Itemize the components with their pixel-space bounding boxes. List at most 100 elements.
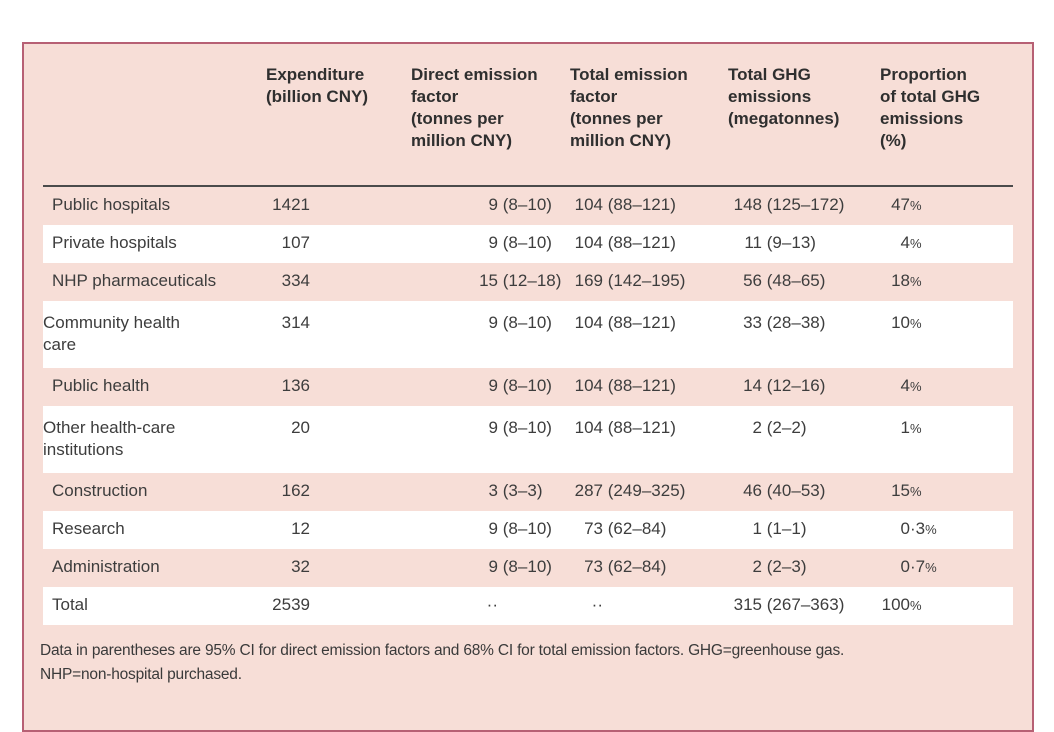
cell-value: 315 — [733, 595, 762, 614]
header-row: Expenditure (billion CNY) Direct emission… — [43, 44, 1013, 187]
cell-value: 104 — [574, 376, 603, 395]
table-row: Administration 32 9 (8–10) 73 (62–84) 2 (2–3… — [43, 549, 1013, 587]
cell-value: ·· — [486, 595, 498, 614]
percent-sign: % — [910, 236, 922, 251]
table-cell-ghg: 315 (267–363) — [728, 587, 880, 625]
cell-value: 162 — [281, 481, 310, 500]
table-cell-ghg: 2 (2–2) — [728, 406, 880, 473]
column-header-label — [43, 44, 266, 187]
cell-value: 20 — [291, 418, 310, 437]
table-cell-direct_ef: 9 (8–10) — [411, 186, 570, 225]
table-cell-ghg: 11 (9–13) — [728, 225, 880, 263]
cell-value: 73 — [584, 519, 603, 538]
table-cell-total_ef: 287 (249–325) — [570, 473, 728, 511]
cell-value: 148 — [733, 195, 762, 214]
column-header-expenditure: Expenditure (billion CNY) — [266, 44, 411, 187]
table-cell-expenditure: 136 — [266, 368, 411, 406]
table-cell-proportion: 0·3% — [880, 511, 1013, 549]
table-cell-expenditure: 12 — [266, 511, 411, 549]
table-cell-proportion: 1% — [880, 406, 1013, 473]
cell-value: 9 — [488, 418, 498, 437]
table-cell-ghg: 33 (28–38) — [728, 301, 880, 368]
cell-value: 1 — [900, 418, 910, 437]
percent-sign: % — [910, 421, 922, 436]
table-header: Expenditure (billion CNY) Direct emission… — [43, 44, 1013, 187]
table-row: Total 2539 ·· ·· 315 (267–363) 100% — [43, 587, 1013, 625]
cell-value: 11 — [744, 233, 762, 252]
table-cell-total_ef: ·· — [570, 587, 728, 625]
cell-value: 56 — [743, 271, 762, 290]
table-cell-ghg: 148 (125–172) — [728, 186, 880, 225]
row-label: Other health-care institutions — [43, 418, 176, 459]
cell-value: 15 — [479, 271, 498, 290]
cell-value: 9 — [488, 313, 498, 332]
table-cell-expenditure: 32 — [266, 549, 411, 587]
cell-value: 33 — [743, 313, 762, 332]
cell-value: 314 — [281, 313, 310, 332]
table-cell-expenditure: 1421 — [266, 186, 411, 225]
table-cell-direct_ef: ·· — [411, 587, 570, 625]
table-row: NHP pharmaceuticals 334 15 (12–18) 169 (142… — [43, 263, 1013, 301]
row-label: NHP pharmaceuticals — [52, 271, 217, 290]
cell-value: 0 — [900, 557, 910, 576]
table-row: Private hospitals 107 9 (8–10) 104 (88–121)… — [43, 225, 1013, 263]
table-cell-total_ef: 104 (88–121) — [570, 406, 728, 473]
table-cell-expenditure: 20 — [266, 406, 411, 473]
cell-value: 169 — [574, 271, 603, 290]
table-cell-proportion: 10% — [880, 301, 1013, 368]
cell-value: 73 — [584, 557, 603, 576]
table-cell-direct_ef: 9 (8–10) — [411, 368, 570, 406]
table-cell-direct_ef: 9 (8–10) — [411, 225, 570, 263]
percent-sign: % — [910, 598, 922, 613]
cell-value: 2539 — [272, 595, 310, 614]
cell-value: 32 — [291, 557, 310, 576]
table-cell-total_ef: 104 (88–121) — [570, 368, 728, 406]
table-cell-ghg: 2 (2–3) — [728, 549, 880, 587]
table-cell-direct_ef: 9 (8–10) — [411, 406, 570, 473]
cell-value: 1 — [752, 519, 762, 538]
cell-value: 9 — [488, 557, 498, 576]
row-label: Public health — [52, 376, 150, 395]
column-header-ghg: Total GHG emissions (megatonnes) — [728, 44, 880, 187]
table-cell-proportion: 4% — [880, 368, 1013, 406]
table-cell-expenditure: 107 — [266, 225, 411, 263]
table-cell-expenditure: 2539 — [266, 587, 411, 625]
table-row: Public hospitals 1421 9 (8–10) 104 (88–121)… — [43, 186, 1013, 225]
cell-value: 100 — [881, 595, 910, 614]
table-cell-direct_ef: 9 (8–10) — [411, 549, 570, 587]
table-row: Research 12 9 (8–10) 73 (62–84) 1 (1–1) 0·3% — [43, 511, 1013, 549]
cell-value: 0 — [900, 519, 910, 538]
table-card: Expenditure (billion CNY) Direct emission… — [22, 42, 1034, 732]
cell-value: 2 — [752, 557, 762, 576]
table-row: Construction 162 3 (3–3) 287 (249–325) 46 (4… — [43, 473, 1013, 511]
percent-sign: % — [910, 484, 922, 499]
cell-value: 107 — [281, 233, 310, 252]
table-cell-ghg: 46 (40–53) — [728, 473, 880, 511]
cell-value: ·· — [591, 595, 603, 614]
table-cell-proportion: 0·7% — [880, 549, 1013, 587]
table-cell-ghg: 14 (12–16) — [728, 368, 880, 406]
table-cell-proportion: 47% — [880, 186, 1013, 225]
percent-sign: % — [925, 560, 937, 575]
table-body: Public hospitals 1421 9 (8–10) 104 (88–121)… — [43, 186, 1013, 625]
table-cell-direct_ef: 3 (3–3) — [411, 473, 570, 511]
table-row: Public health 136 9 (8–10) 104 (88–121) 14 (… — [43, 368, 1013, 406]
table-cell-direct_ef: 9 (8–10) — [411, 301, 570, 368]
row-label: Community health care — [43, 313, 181, 354]
column-header-direct_ef: Direct emission factor (tonnes per milli… — [411, 44, 570, 187]
cell-value: 104 — [574, 313, 603, 332]
table-cell-proportion: 18% — [880, 263, 1013, 301]
table-cell-proportion: 4% — [880, 225, 1013, 263]
cell-value: 46 — [743, 481, 762, 500]
cell-value: 104 — [574, 233, 603, 252]
cell-value: 12 — [291, 519, 310, 538]
cell-value: 18 — [891, 271, 910, 290]
percent-sign: % — [910, 198, 922, 213]
row-label: Total — [52, 595, 88, 614]
percent-sign: % — [910, 379, 922, 394]
table-row: Community health care 314 9 (8–10) 104 (88–… — [43, 301, 1013, 368]
cell-value: 4 — [900, 376, 910, 395]
table-cell-direct_ef: 15 (12–18) — [411, 263, 570, 301]
table-footnote: Data in parentheses are 95% CI for direc… — [40, 642, 845, 683]
percent-sign: % — [925, 522, 937, 537]
